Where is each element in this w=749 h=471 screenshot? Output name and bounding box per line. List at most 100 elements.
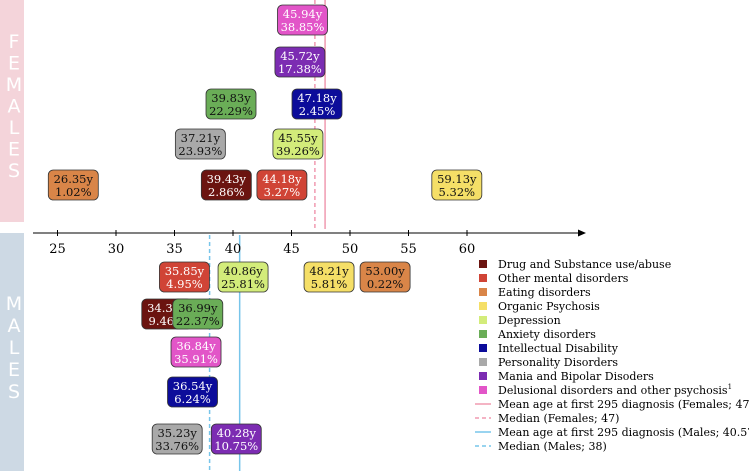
- marker-box: [272, 128, 324, 160]
- marker-age-label: 47.18y: [297, 91, 337, 105]
- marker-box: [303, 261, 355, 293]
- anxiety-legend-label: Anxiety disorders: [497, 328, 596, 341]
- marker-box: [359, 261, 411, 293]
- delusional-legend-swatch: [479, 386, 487, 394]
- marker-box: [47, 169, 99, 201]
- marker-box: [200, 169, 252, 201]
- males-band-letter: A: [8, 315, 21, 337]
- females-band-letter: A: [8, 96, 21, 118]
- legend-footnote-mark: 1: [728, 383, 732, 391]
- marker-age-label: 45.94y: [283, 7, 323, 21]
- marker-age-label: 40.86y: [223, 264, 263, 278]
- x-tick-label: 60: [459, 242, 476, 257]
- females-band-letter: F: [9, 31, 20, 53]
- marker-pct-label: 0.22%: [367, 277, 404, 291]
- marker-pct-label: 25.81%: [221, 277, 265, 291]
- marker-pct-label: 5.81%: [311, 277, 348, 291]
- marker-age-label: 36.99y: [178, 301, 218, 315]
- females-band: [0, 0, 24, 222]
- intellectual-legend-swatch: [479, 344, 487, 352]
- marker-pct-label: 4.95%: [166, 277, 203, 291]
- personality-legend-swatch: [479, 358, 487, 366]
- organic-legend-label: Organic Psychosis: [498, 300, 600, 313]
- delusional-legend-label: Delusional disorders and other psychosis…: [498, 383, 732, 397]
- males-band-letter: E: [8, 359, 20, 381]
- marker-box: [174, 128, 226, 160]
- anxiety-legend-swatch: [479, 330, 487, 338]
- marker-age-label: 45.72y: [280, 49, 320, 63]
- mean_f-legend-label: Mean age at first 295 diagnosis (Females…: [498, 398, 749, 411]
- marker-box: [167, 376, 218, 408]
- eating-legend-label: Eating disorders: [498, 286, 591, 299]
- marker-age-label: 39.83y: [211, 91, 251, 105]
- females-band-letter: E: [8, 139, 20, 161]
- marker-age-label: 35.85y: [165, 264, 205, 278]
- marker-box: [431, 169, 483, 201]
- marker-age-label: 35.23y: [157, 426, 197, 440]
- females-band-letter: L: [9, 117, 20, 139]
- females-band-letter: M: [6, 74, 22, 96]
- marker-age-label: 59.13y: [437, 172, 477, 186]
- marker-pct-label: 2.86%: [208, 185, 245, 199]
- marker-pct-label: 22.37%: [176, 314, 220, 328]
- marker-age-label: 37.21y: [181, 131, 221, 145]
- drug-legend-label: Drug and Substance use/abuse: [498, 258, 671, 271]
- marker-box: [256, 169, 308, 201]
- organic-legend-swatch: [479, 302, 487, 310]
- depression-legend-label: Depression: [498, 314, 561, 327]
- marker-pct-label: 17.38%: [278, 62, 322, 76]
- marker-pct-label: 3.27%: [264, 185, 301, 199]
- marker-age-label: 45.55y: [278, 131, 318, 145]
- x-tick-label: 50: [342, 242, 359, 257]
- marker-box: [205, 88, 257, 120]
- median_m-legend-label: Median (Males; 38): [498, 440, 607, 453]
- marker-box: [274, 46, 326, 78]
- depression-legend-swatch: [479, 316, 487, 324]
- marker-pct-label: 22.29%: [209, 104, 253, 118]
- males-band-letter: M: [6, 293, 22, 315]
- other_mental-legend-swatch: [479, 274, 487, 282]
- x-tick-label: 25: [49, 242, 66, 257]
- marker-age-label: 48.21y: [309, 264, 349, 278]
- median_f-legend-label: Median (Females; 47): [498, 412, 619, 425]
- marker-age-label: 44.18y: [262, 172, 302, 186]
- marker-pct-label: 6.24%: [174, 392, 211, 406]
- marker-age-label: 40.28y: [217, 426, 257, 440]
- marker-box: [291, 88, 343, 120]
- marker-box: [151, 423, 203, 455]
- marker-age-label: 36.84y: [176, 339, 216, 353]
- personality-legend-label: Personality Disorders: [498, 356, 618, 369]
- marker-box: [170, 336, 222, 368]
- eating-legend-swatch: [479, 288, 487, 296]
- mania-legend-label: Mania and Bipolar Disoders: [498, 370, 654, 383]
- marker-pct-label: 10.75%: [214, 439, 258, 453]
- marker-age-label: 26.35y: [54, 172, 94, 186]
- males-band-letter: S: [8, 381, 20, 403]
- marker-pct-label: 1.02%: [55, 185, 92, 199]
- intellectual-legend-label: Intellectual Disability: [498, 342, 619, 355]
- x-tick-label: 30: [108, 242, 125, 257]
- females-band-letter: S: [8, 160, 20, 182]
- marker-pct-label: 23.93%: [178, 144, 222, 158]
- marker-box: [172, 298, 224, 330]
- marker-age-label: 53.00y: [365, 264, 405, 278]
- mean_m-legend-label: Mean age at first 295 diagnosis (Males; …: [498, 426, 749, 439]
- other_mental-legend-label: Other mental disorders: [498, 272, 629, 285]
